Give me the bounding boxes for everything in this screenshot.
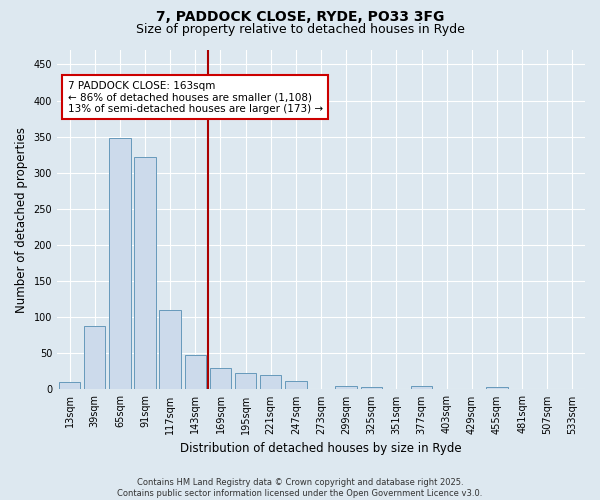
Bar xyxy=(260,375,281,390)
Bar xyxy=(109,138,131,390)
Y-axis label: Number of detached properties: Number of detached properties xyxy=(15,126,28,312)
Text: 7 PADDOCK CLOSE: 163sqm
← 86% of detached houses are smaller (1,108)
13% of semi: 7 PADDOCK CLOSE: 163sqm ← 86% of detache… xyxy=(68,80,323,114)
Bar xyxy=(361,388,382,390)
Bar xyxy=(335,386,357,390)
Text: Contains HM Land Registry data © Crown copyright and database right 2025.
Contai: Contains HM Land Registry data © Crown c… xyxy=(118,478,482,498)
Bar xyxy=(210,368,231,390)
Bar xyxy=(285,381,307,390)
Bar xyxy=(487,388,508,390)
Text: Size of property relative to detached houses in Ryde: Size of property relative to detached ho… xyxy=(136,22,464,36)
Bar xyxy=(59,382,80,390)
Bar xyxy=(160,310,181,390)
Text: 7, PADDOCK CLOSE, RYDE, PO33 3FG: 7, PADDOCK CLOSE, RYDE, PO33 3FG xyxy=(156,10,444,24)
Bar xyxy=(235,373,256,390)
Bar xyxy=(411,386,432,390)
X-axis label: Distribution of detached houses by size in Ryde: Distribution of detached houses by size … xyxy=(180,442,462,455)
Bar xyxy=(84,326,106,390)
Bar xyxy=(185,355,206,390)
Bar xyxy=(134,157,156,390)
